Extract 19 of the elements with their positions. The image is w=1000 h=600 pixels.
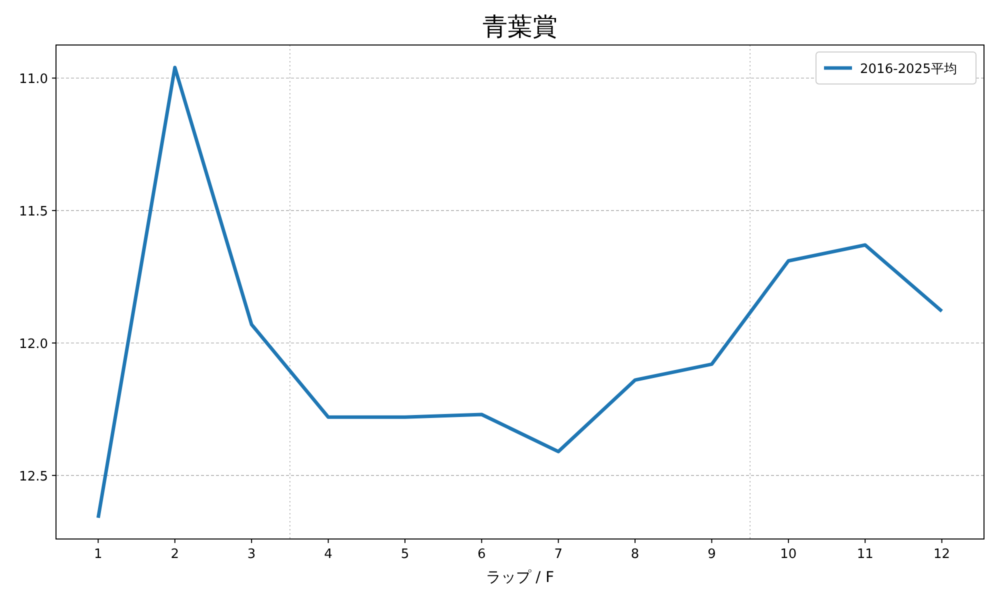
y-tick-label: 11.5 [19, 204, 48, 220]
x-tick-label: 8 [630, 547, 640, 562]
x-tick-label: 10 [780, 547, 797, 562]
x-tick-label: 6 [478, 547, 486, 562]
x-axis-title: ラップ / F [486, 568, 554, 586]
x-tick-label: 2 [170, 547, 180, 562]
x-tick-label: 12 [934, 547, 950, 562]
legend-label: 2016-2025平均 [860, 62, 957, 77]
x-tick-label: 7 [554, 547, 562, 562]
x-tick-label: 4 [324, 547, 332, 562]
y-tick-label: 12.5 [19, 469, 48, 484]
x-tick-label: 5 [400, 547, 410, 562]
x-tick-label: 3 [247, 547, 256, 562]
y-tick-label: 12.0 [19, 336, 48, 352]
x-tick-label: 11 [856, 547, 874, 562]
y-tick-label: 11.0 [19, 72, 48, 88]
chart-title: 青葉賞 [482, 12, 558, 41]
x-tick-label: 1 [94, 547, 102, 562]
x-tick-label: 9 [708, 547, 716, 562]
